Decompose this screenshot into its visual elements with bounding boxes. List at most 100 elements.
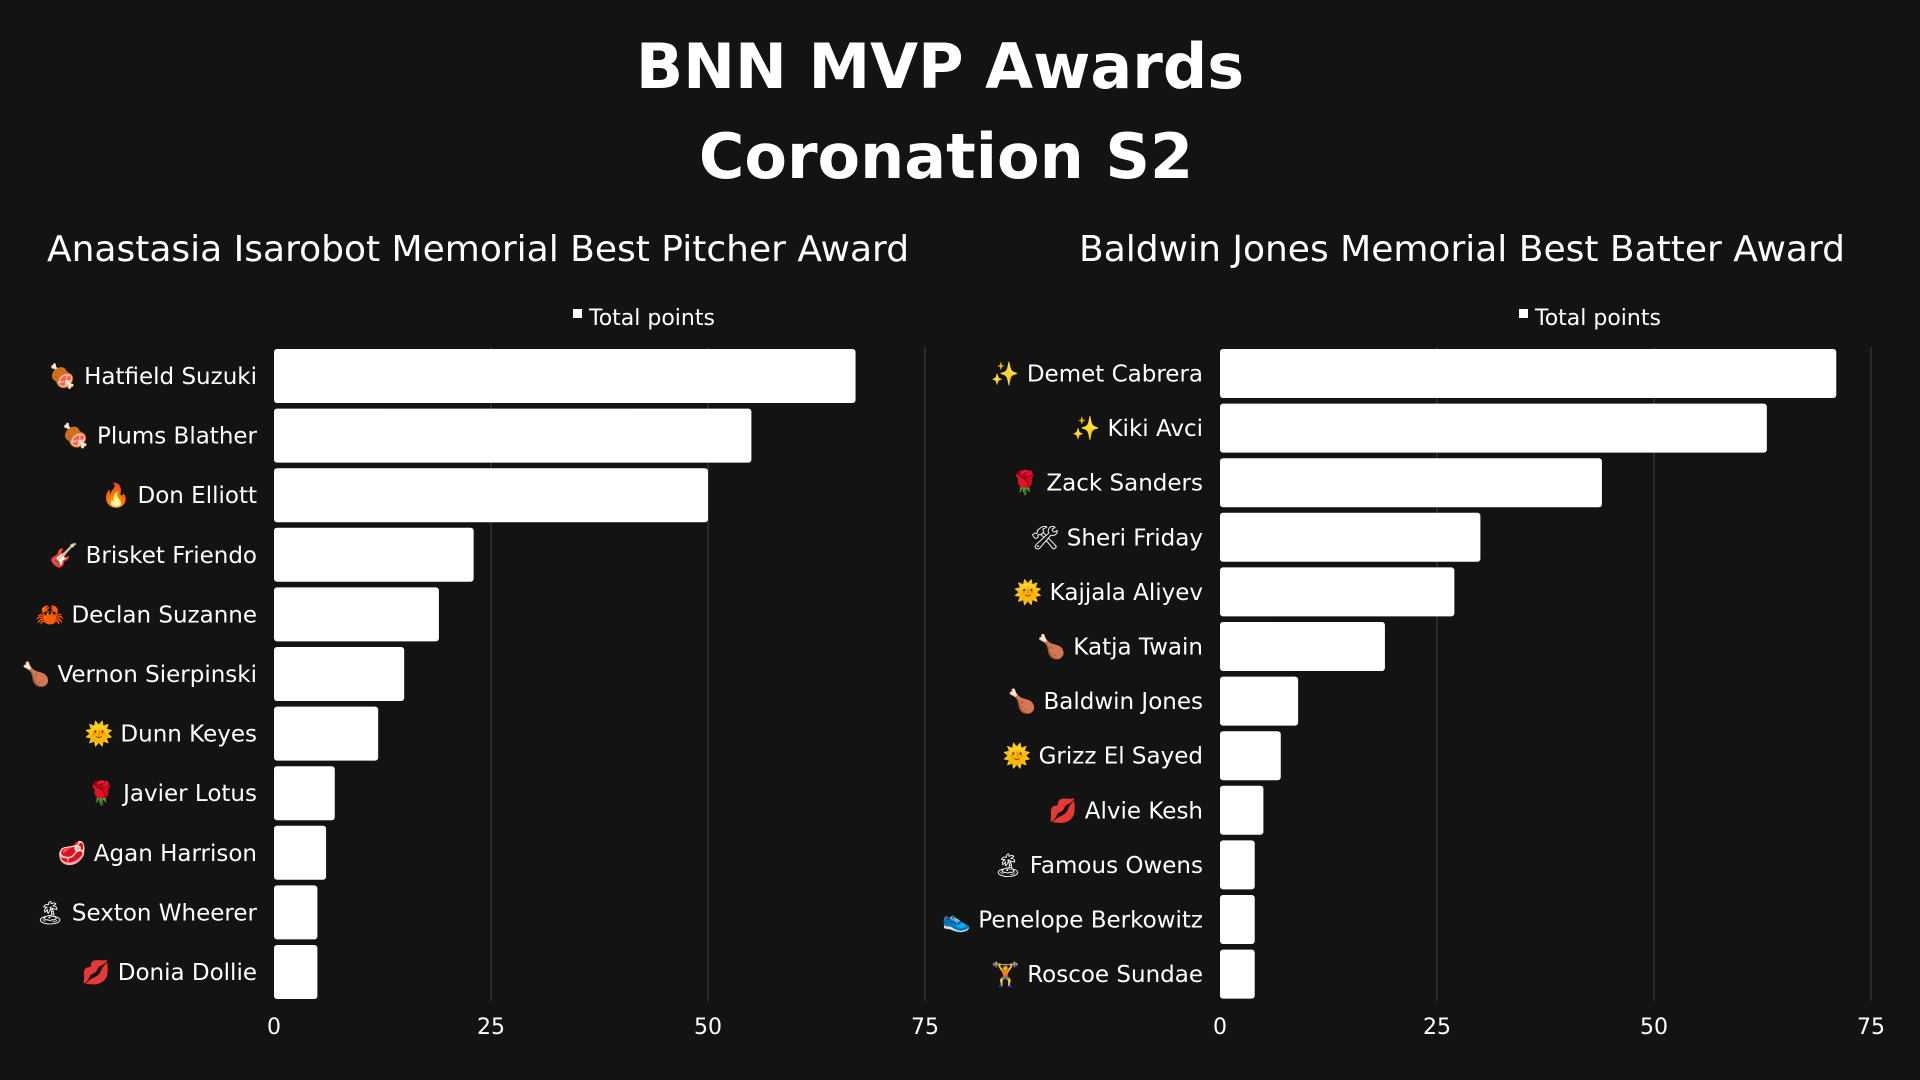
pitcher-category-emoji-1: 🍖	[48, 362, 77, 391]
batter-bar-7	[1220, 676, 1299, 726]
pitcher-category-label-11: 💋 Donia Dollie	[82, 959, 257, 986]
batter-bar-2	[1220, 403, 1767, 453]
pitcher-tick-label-0: 0	[267, 1015, 281, 1040]
batter-bar-4	[1220, 512, 1481, 562]
batter-category-name-6: Katja Twain	[1066, 635, 1203, 661]
pitcher-bar-1	[274, 349, 856, 403]
batter-category-name-10: Famous Owens	[1023, 853, 1204, 879]
pitcher-bar-11	[274, 945, 318, 999]
pitcher-bar-10	[274, 885, 318, 940]
batter-category-name-8: Grizz El Sayed	[1031, 744, 1203, 770]
pitcher-category-name-9: Agan Harrison	[86, 841, 257, 867]
pitcher-category-label-9: 🥩 Agan Harrison	[58, 840, 257, 867]
pitcher-tick-label-50: 50	[694, 1015, 722, 1040]
pitcher-category-label-7: 🌞 Dunn Keyes	[84, 720, 257, 748]
pitcher-category-emoji-8: 🌹	[87, 779, 116, 807]
pitcher-bar-4	[274, 527, 474, 582]
pitcher-category-emoji-6: 🍗	[22, 661, 51, 688]
batter-category-emoji-6: 🍗	[1037, 634, 1066, 661]
batter-bar-6	[1220, 622, 1385, 671]
pitcher-category-name-5: Declan Suzanne	[64, 602, 257, 628]
batter-category-label-1: ✨ Demet Cabrera	[991, 361, 1203, 388]
batter-category-name-2: Kiki Avci	[1100, 416, 1203, 442]
pitcher-category-name-3: Don Elliott	[130, 483, 257, 509]
pitcher-bar-7	[274, 706, 379, 761]
batter-category-label-7: 🍗 Baldwin Jones	[1008, 688, 1203, 715]
batter-category-name-1: Demet Cabrera	[1020, 362, 1203, 388]
batter-bar-10	[1220, 840, 1255, 890]
batter-category-label-2: ✨ Kiki Avci	[1072, 415, 1203, 442]
pitcher-category-name-7: Dunn Keyes	[113, 722, 257, 748]
batter-category-name-9: Alvie Kesh	[1077, 798, 1203, 824]
pitcher-bar-2	[274, 408, 752, 463]
pitcher-category-label-10: 🏝 Sexton Wheerer	[35, 900, 257, 926]
pitcher-category-name-2: Plums Blather	[90, 424, 258, 450]
pitcher-category-name-1: Hatfield Suzuki	[77, 364, 257, 390]
batter-category-emoji-7: 🍗	[1008, 688, 1037, 715]
batter-category-label-5: 🌞 Kajjala Aliyev	[1014, 578, 1203, 606]
batter-award-chart: Baldwin Jones Memorial Best Batter Award…	[942, 229, 1885, 1040]
pitcher-bar-8	[274, 766, 335, 821]
batter-category-name-5: Kajjala Aliyev	[1042, 580, 1203, 606]
pitcher-category-label-5: 🦀 Declan Suzanne	[36, 602, 257, 628]
pitcher-chart-title: Anastasia Isarobot Memorial Best Pitcher…	[47, 229, 909, 270]
batter-category-label-10: 🏝 Famous Owens	[993, 853, 1203, 879]
batter-tick-label-25: 25	[1423, 1015, 1451, 1040]
batter-category-emoji-4: 🛠	[1030, 525, 1059, 551]
batter-bar-9	[1220, 785, 1264, 835]
pitcher-category-emoji-3: 🔥	[102, 482, 131, 509]
batter-category-emoji-8: 🌞	[1003, 742, 1032, 770]
batter-category-emoji-11: 👟	[942, 908, 971, 934]
batter-legend-swatch	[1519, 309, 1528, 318]
batter-category-emoji-5: 🌞	[1014, 578, 1043, 606]
pitcher-category-name-11: Donia Dollie	[110, 960, 257, 986]
pitcher-category-name-4: Brisket Friendo	[78, 543, 257, 569]
batter-category-emoji-10: 🏝	[993, 853, 1022, 879]
pitcher-bar-9	[274, 825, 327, 880]
batter-category-name-11: Penelope Berkowitz	[971, 908, 1203, 934]
batter-category-emoji-12: 🏋	[991, 961, 1020, 988]
pitcher-legend-label: Total points	[588, 306, 715, 331]
batter-category-label-3: 🌹 Zack Sanders	[1010, 469, 1203, 497]
pitcher-category-emoji-2: 🍖	[61, 422, 90, 451]
figure-title-line2: Coronation S2	[699, 120, 1193, 193]
batter-bar-12	[1220, 949, 1255, 999]
pitcher-bar-3	[274, 468, 708, 523]
pitcher-category-label-4: 🎸 Brisket Friendo	[50, 542, 257, 569]
batter-tick-label-75: 75	[1857, 1015, 1885, 1040]
pitcher-category-emoji-9: 🥩	[58, 840, 87, 867]
batter-category-label-12: 🏋 Roscoe Sundae	[991, 961, 1203, 988]
batter-category-label-9: 💋 Alvie Kesh	[1049, 797, 1203, 824]
figure-title-line1: BNN MVP Awards	[636, 30, 1244, 103]
batter-category-emoji-9: 💋	[1049, 797, 1078, 824]
pitcher-tick-label-25: 25	[477, 1015, 505, 1040]
batter-category-emoji-1: ✨	[991, 361, 1020, 388]
batter-bar-11	[1220, 895, 1255, 944]
pitcher-category-label-8: 🌹 Javier Lotus	[87, 779, 257, 807]
batter-category-name-12: Roscoe Sundae	[1020, 962, 1203, 988]
batter-category-emoji-2: ✨	[1072, 415, 1101, 442]
batter-bar-8	[1220, 731, 1281, 781]
batter-chart-title: Baldwin Jones Memorial Best Batter Award	[1079, 229, 1845, 270]
batter-category-label-6: 🍗 Katja Twain	[1037, 634, 1203, 661]
batter-tick-label-50: 50	[1640, 1015, 1668, 1040]
batter-legend-label: Total points	[1534, 306, 1661, 331]
pitcher-category-label-1: 🍖 Hatfield Suzuki	[48, 362, 257, 391]
pitcher-tick-label-75: 75	[911, 1015, 939, 1040]
pitcher-category-name-10: Sexton Wheerer	[65, 900, 258, 926]
pitcher-category-name-6: Vernon Sierpinski	[50, 662, 257, 688]
batter-category-name-3: Zack Sanders	[1039, 471, 1203, 497]
batter-bar-3	[1220, 458, 1602, 508]
batter-category-emoji-3: 🌹	[1010, 469, 1039, 497]
pitcher-category-emoji-5: 🦀	[36, 602, 65, 628]
batter-category-label-11: 👟 Penelope Berkowitz	[942, 908, 1203, 934]
pitcher-category-label-3: 🔥 Don Elliott	[102, 482, 257, 509]
pitcher-bar-5	[274, 587, 439, 642]
pitcher-category-emoji-10: 🏝	[35, 900, 64, 926]
batter-bar-1	[1220, 349, 1837, 398]
batter-tick-label-0: 0	[1213, 1015, 1227, 1040]
batter-category-label-8: 🌞 Grizz El Sayed	[1003, 742, 1203, 770]
batter-category-name-4: Sheri Friday	[1059, 525, 1203, 551]
batter-category-name-7: Baldwin Jones	[1036, 689, 1203, 715]
